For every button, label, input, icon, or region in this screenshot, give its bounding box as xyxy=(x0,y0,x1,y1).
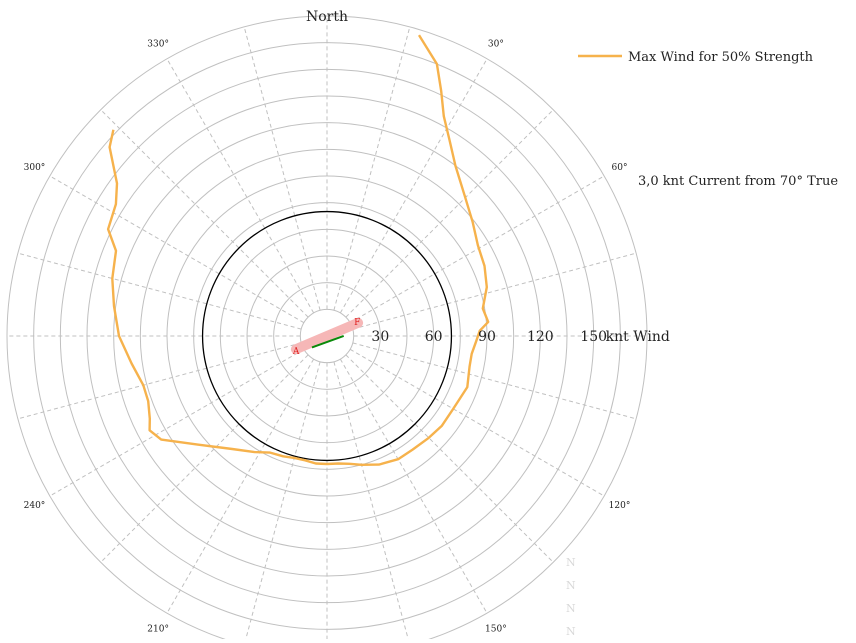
radial-tick-label: 150 xyxy=(580,329,607,345)
angle-tick-label: 210° xyxy=(147,625,169,635)
grid-spoke xyxy=(49,175,305,324)
grid-spoke xyxy=(352,342,637,420)
grid-spoke xyxy=(333,361,410,643)
reference-ring xyxy=(201,210,453,462)
current-annotation: 3,0 knt Current from 70° True xyxy=(638,174,838,189)
legend: Max Wind for 50% Strength xyxy=(578,50,814,65)
footer-letter: N xyxy=(566,579,576,592)
grid-spoke xyxy=(243,26,321,311)
grid-spoke xyxy=(17,252,302,330)
grid-spoke xyxy=(339,58,488,314)
footer-letter: N xyxy=(566,602,576,615)
grid-ring xyxy=(113,122,541,550)
angle-tick-label: 300° xyxy=(24,163,46,173)
grid-ring xyxy=(6,15,648,643)
series-layer xyxy=(106,34,490,466)
radial-tick-label: 120 xyxy=(527,329,554,345)
grid-spoke xyxy=(166,58,315,314)
grid-spoke xyxy=(352,252,637,330)
angle-tick-label: 30° xyxy=(488,39,504,49)
radial-tick-label: 30 xyxy=(371,329,389,345)
footer-letter: N xyxy=(566,625,576,638)
legend-label: Max Wind for 50% Strength xyxy=(628,50,814,65)
angle-tick-label: 60° xyxy=(612,163,628,173)
grid-spoke xyxy=(333,26,411,311)
grid-spoke xyxy=(100,354,309,563)
grid-ring xyxy=(273,282,381,390)
current-vector xyxy=(311,334,345,349)
angle-tick-label: 120° xyxy=(609,501,631,511)
polar-grid xyxy=(6,15,648,643)
grid-spoke xyxy=(17,342,302,420)
grid-spoke xyxy=(244,361,321,643)
angle-tick-label: 240° xyxy=(24,501,46,511)
radial-unit-label: knt Wind xyxy=(606,329,670,345)
grid-spoke xyxy=(49,348,305,497)
grid-spoke xyxy=(166,358,315,614)
grid-ring xyxy=(139,148,515,524)
marker-f-label: F xyxy=(354,318,360,328)
marker-a-label: A xyxy=(292,347,300,357)
radial-tick-label: 90 xyxy=(478,329,496,345)
label-layer: North knt Wind 3,0 knt Current from 70° … xyxy=(24,9,839,638)
angle-tick-label: 330° xyxy=(147,39,169,49)
footer-letter: N xyxy=(566,556,576,569)
series-line xyxy=(106,34,490,466)
marker-layer: AF xyxy=(290,317,364,357)
grid-ring xyxy=(246,255,408,417)
radial-tick-label: 60 xyxy=(425,329,443,345)
grid-spoke xyxy=(100,109,309,318)
track-bar xyxy=(290,317,364,355)
grid-spoke xyxy=(345,354,554,563)
grid-spoke xyxy=(339,358,488,614)
north-label: North xyxy=(306,9,348,25)
grid-spoke xyxy=(349,348,605,497)
angle-tick-label: 150° xyxy=(485,625,507,635)
grid-spoke xyxy=(349,175,605,324)
